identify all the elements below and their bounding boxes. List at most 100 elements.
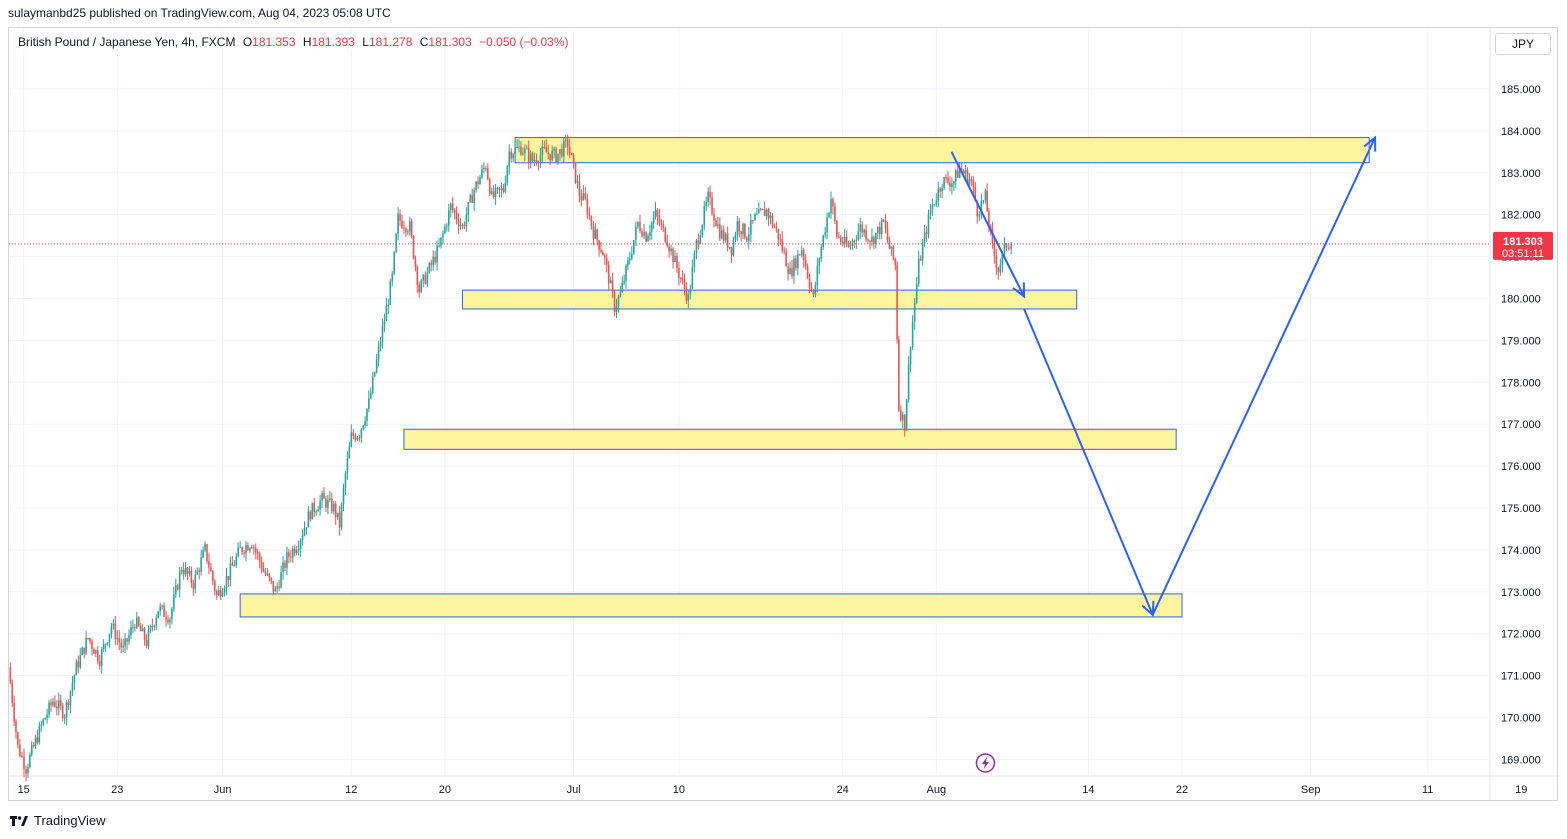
candle-body	[693, 253, 696, 268]
candle-body	[903, 414, 906, 431]
candle-body	[968, 179, 971, 184]
candle-body	[812, 290, 815, 295]
close-label: C	[419, 35, 429, 49]
support-resistance-zone[interactable]	[461, 289, 1078, 310]
candle-body	[767, 209, 770, 219]
candle-body	[664, 227, 667, 242]
candle-body	[660, 223, 663, 225]
candle-body	[124, 638, 126, 647]
candle-body	[446, 225, 448, 227]
candle-body	[329, 498, 331, 501]
candle-body	[180, 569, 183, 572]
candle-body	[806, 266, 809, 278]
support-resistance-zone[interactable]	[239, 593, 1183, 618]
candle-body	[453, 209, 456, 213]
candle-body	[820, 246, 823, 259]
candle-body	[397, 213, 399, 235]
candle-body	[366, 408, 368, 421]
candle-body	[670, 248, 672, 252]
candle-body	[368, 398, 370, 409]
candle-body	[434, 256, 436, 263]
candle-body	[34, 737, 37, 747]
candle-body	[89, 637, 91, 642]
candle-body	[38, 725, 41, 743]
candle-body	[607, 264, 610, 284]
candle-body	[553, 148, 555, 151]
low-label: L	[362, 35, 369, 49]
candle-body	[641, 230, 643, 237]
candle-body	[260, 561, 263, 570]
candle-body	[588, 214, 591, 217]
candle-body	[253, 547, 255, 549]
candle-body	[687, 294, 690, 301]
candle-body	[843, 236, 846, 244]
candle-body	[81, 647, 83, 656]
projection-arrow[interactable]	[950, 151, 1025, 297]
candle-body	[865, 230, 867, 240]
candle-body	[984, 190, 987, 201]
candle-body	[428, 263, 431, 273]
candle-body	[991, 229, 994, 243]
candle-body	[422, 274, 425, 281]
candle-body	[580, 195, 583, 201]
candle-body	[153, 625, 156, 627]
candle-body	[839, 237, 842, 242]
candle-body	[539, 154, 542, 164]
candle-body	[717, 224, 719, 226]
candle-body	[379, 342, 382, 347]
candle-body	[130, 627, 132, 635]
candle-body	[223, 588, 226, 593]
candle-body	[85, 637, 87, 654]
candle-body	[272, 581, 275, 592]
candle-body	[859, 224, 862, 232]
candle-body	[321, 493, 323, 501]
candle-body	[685, 288, 688, 301]
candle-body	[518, 146, 520, 148]
x-tick-label: 11	[1422, 784, 1433, 796]
candle-body	[114, 623, 117, 640]
candle-body	[654, 209, 657, 218]
candle-body	[789, 268, 791, 274]
candle-body	[1008, 247, 1010, 249]
projection-arrow[interactable]	[1151, 137, 1376, 616]
candle-body	[217, 590, 220, 595]
candle-body	[412, 235, 415, 258]
projection-arrow[interactable]	[1023, 308, 1154, 616]
support-resistance-zone[interactable]	[514, 137, 1370, 164]
currency-button[interactable]: JPY	[1495, 33, 1551, 55]
candle-body	[344, 473, 347, 489]
candle-body	[492, 191, 495, 197]
candle-body	[389, 280, 392, 305]
candle-body	[63, 717, 66, 719]
candle-body	[921, 243, 924, 261]
close-value: 181.303	[428, 35, 472, 49]
candle-body	[147, 630, 150, 646]
candle-body	[855, 239, 858, 241]
candle-body	[126, 638, 128, 642]
candle-body	[362, 425, 365, 430]
candle-body	[929, 210, 932, 215]
candle-body	[198, 570, 200, 572]
candle-body	[251, 547, 253, 549]
candle-body	[836, 220, 838, 237]
candle-body	[877, 226, 879, 233]
candle-body	[537, 162, 540, 164]
candle-body	[777, 228, 780, 240]
candle-body	[282, 562, 284, 573]
x-tick-label: 20	[439, 784, 451, 796]
x-tick-label: 10	[673, 784, 685, 796]
candle-body	[800, 250, 803, 256]
x-tick-label: 22	[1176, 784, 1188, 796]
candle-body	[457, 219, 460, 227]
candle-body	[633, 240, 635, 254]
symbol-name[interactable]: British Pound / Japanese Yen, 4h, FXCM	[18, 35, 236, 49]
candle-body	[531, 153, 534, 161]
candle-body	[596, 229, 599, 241]
support-resistance-zone[interactable]	[403, 428, 1177, 450]
candle-body	[652, 217, 655, 223]
candle-body	[703, 206, 706, 226]
last-price-tag	[1493, 231, 1553, 260]
candle-body	[93, 648, 95, 654]
x-tick-label: Sep	[1301, 784, 1321, 796]
